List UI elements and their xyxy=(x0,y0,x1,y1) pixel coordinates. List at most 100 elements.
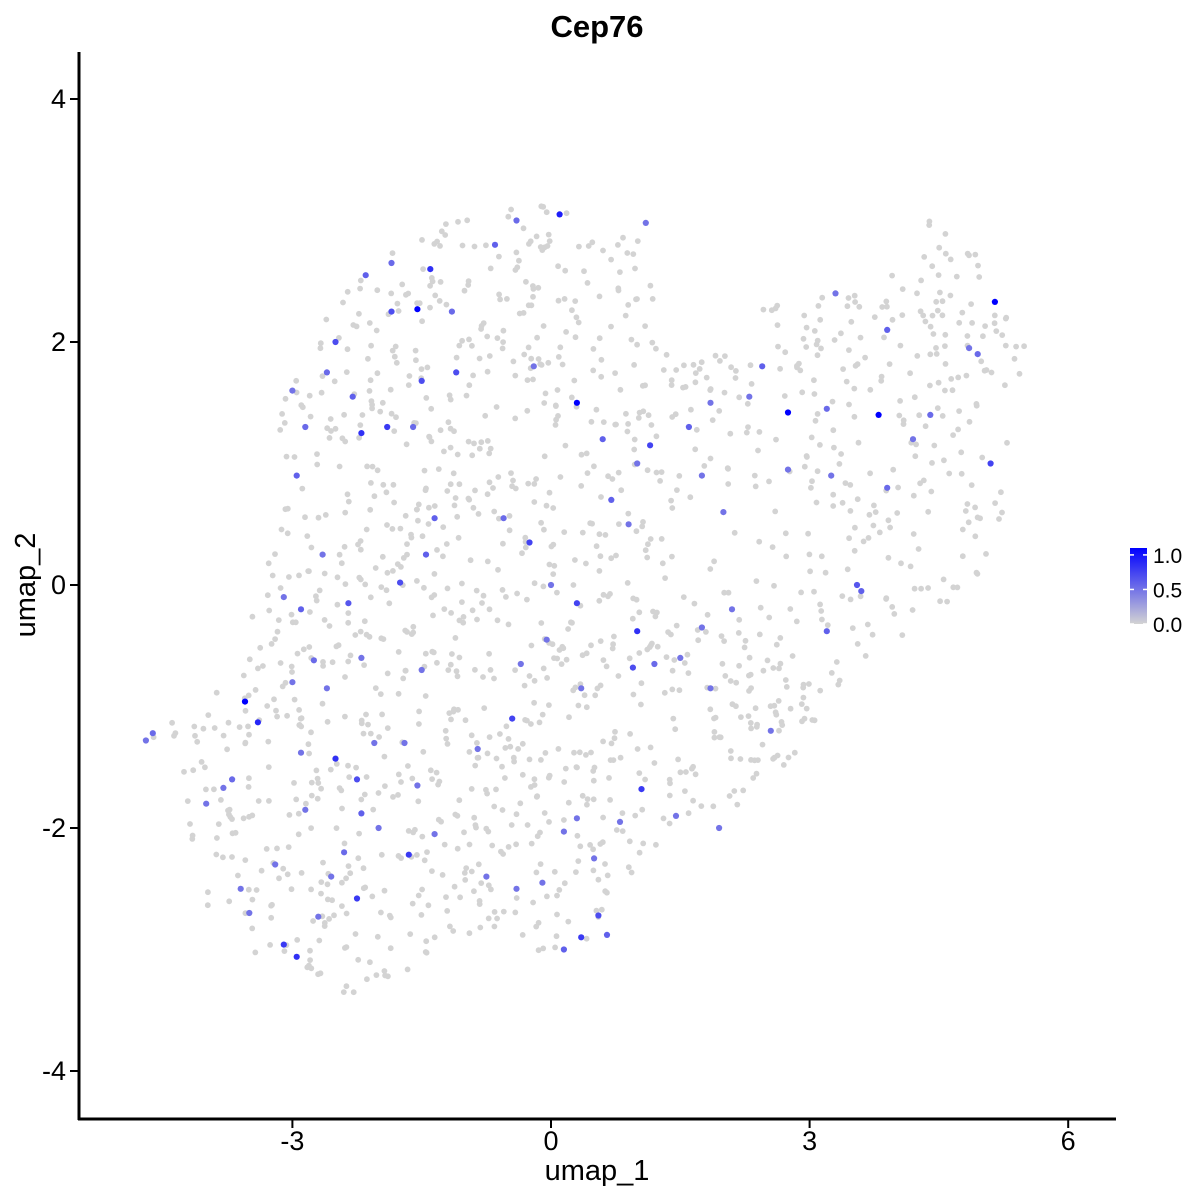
cell-point xyxy=(466,841,473,848)
cell-point xyxy=(979,454,986,461)
cell-point xyxy=(665,629,671,635)
expressing-cell-point xyxy=(927,411,934,418)
cell-point xyxy=(653,841,659,848)
cell-point xyxy=(633,596,640,603)
expressing-cell-point xyxy=(302,423,309,431)
cell-point xyxy=(361,618,368,625)
cell-point xyxy=(589,239,596,246)
cell-point xyxy=(831,337,838,343)
cell-point xyxy=(703,374,710,381)
cell-point xyxy=(594,685,601,692)
cell-point xyxy=(424,849,430,855)
cell-point xyxy=(811,588,817,595)
expressing-cell-point xyxy=(539,879,546,886)
cell-point xyxy=(461,870,468,876)
cell-point xyxy=(455,218,461,225)
cell-point xyxy=(472,666,478,673)
cell-point xyxy=(420,266,426,272)
cell-point xyxy=(407,931,414,937)
cell-point xyxy=(389,526,396,532)
cell-point xyxy=(647,744,654,751)
cell-point xyxy=(562,442,569,449)
cell-point xyxy=(878,377,885,384)
cell-point xyxy=(867,470,873,477)
cell-point xyxy=(645,541,651,548)
cell-point xyxy=(576,749,583,756)
cell-point xyxy=(929,263,936,270)
cell-point xyxy=(801,463,808,470)
cell-point xyxy=(860,538,867,545)
cell-point xyxy=(525,344,532,351)
cell-point xyxy=(387,386,394,393)
cell-point xyxy=(942,331,949,338)
cell-point xyxy=(441,448,447,455)
cell-point xyxy=(369,405,375,412)
cell-point xyxy=(295,831,302,838)
cell-point xyxy=(956,408,962,414)
cell-point xyxy=(190,767,197,774)
cell-point xyxy=(600,738,606,745)
cell-point xyxy=(506,513,513,519)
cell-point xyxy=(928,488,935,495)
cell-point xyxy=(550,505,557,511)
cell-point xyxy=(939,312,946,319)
cell-point xyxy=(539,711,546,718)
cell-point xyxy=(596,568,603,574)
cell-point xyxy=(200,725,207,732)
cell-point xyxy=(415,798,422,805)
cell-point xyxy=(298,715,305,722)
cell-point xyxy=(696,366,703,372)
cell-point xyxy=(213,851,220,858)
cell-point xyxy=(538,203,545,210)
cell-point xyxy=(835,681,842,688)
cell-point xyxy=(198,759,205,765)
cell-point xyxy=(612,370,618,376)
cell-point xyxy=(742,637,749,644)
cell-point xyxy=(486,450,493,457)
cell-point xyxy=(556,647,563,653)
x-tick-label: 0 xyxy=(543,1126,558,1156)
cell-point xyxy=(558,661,565,667)
cell-point xyxy=(528,302,535,309)
cell-point xyxy=(669,553,675,560)
cell-point xyxy=(402,627,409,634)
cell-point xyxy=(515,746,521,752)
cell-point xyxy=(358,796,365,803)
cell-point xyxy=(268,914,275,921)
cell-point xyxy=(883,298,890,305)
cell-point xyxy=(974,514,981,521)
cell-point xyxy=(321,920,328,926)
cell-point xyxy=(584,801,590,808)
cell-point xyxy=(769,544,776,550)
cell-point xyxy=(541,526,547,533)
cell-point xyxy=(520,225,527,232)
cell-point xyxy=(405,382,412,388)
cell-point xyxy=(722,353,728,359)
cell-point xyxy=(318,890,324,897)
cell-point xyxy=(388,290,395,297)
cell-point xyxy=(232,829,239,836)
cell-point xyxy=(235,872,241,879)
cell-point xyxy=(181,768,187,775)
expressing-cell-point xyxy=(629,664,637,671)
cell-point xyxy=(333,825,340,831)
cell-point xyxy=(320,659,326,665)
expressing-cell-point xyxy=(832,290,839,297)
cell-point xyxy=(373,972,380,978)
cell-point xyxy=(751,472,758,479)
cell-point xyxy=(419,318,425,325)
cell-point xyxy=(653,345,659,352)
cell-point xyxy=(368,342,374,349)
cell-point xyxy=(561,817,567,823)
cell-point xyxy=(554,387,561,393)
cell-point xyxy=(819,616,825,623)
cell-point xyxy=(268,641,275,647)
cell-point xyxy=(927,382,933,389)
cell-point xyxy=(584,796,591,802)
cell-point xyxy=(513,811,520,818)
cell-point xyxy=(431,241,438,247)
cell-point xyxy=(954,584,961,591)
cell-point xyxy=(362,581,369,588)
cell-point xyxy=(246,731,252,738)
expressing-cell-point xyxy=(418,377,425,384)
